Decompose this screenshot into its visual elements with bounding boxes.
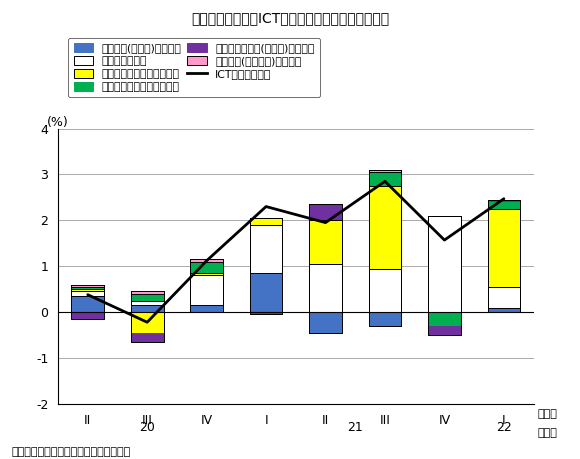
Text: 22: 22	[496, 421, 512, 434]
Bar	[369, 172, 401, 186]
Bar	[488, 287, 520, 308]
Bar	[190, 305, 223, 312]
ICT関連・寄与度	[501, 196, 508, 202]
Bar	[190, 262, 223, 273]
Bar	[131, 333, 164, 342]
Bar	[131, 305, 164, 312]
Bar	[131, 294, 164, 301]
Bar	[71, 285, 104, 287]
Bar	[369, 170, 401, 172]
Bar	[250, 273, 282, 312]
Bar	[71, 289, 104, 291]
Bar	[309, 204, 342, 220]
Text: 20: 20	[139, 421, 155, 434]
Bar	[309, 312, 342, 333]
Bar	[190, 275, 223, 305]
Line: ICT関連・寄与度: ICT関連・寄与度	[88, 181, 504, 322]
Bar	[250, 218, 282, 314]
Bar	[250, 225, 282, 273]
Legend: 電算機類(含部品)・寄与度, 通信機・寄与度, 半導体等電子部品・寄与度, 半導体等製造装置・寄与度, 音響・映像機器(含部品)・寄与度, 記録媒体(含記録済): 電算機類(含部品)・寄与度, 通信機・寄与度, 半導体等電子部品・寄与度, 半導…	[68, 38, 320, 97]
Bar	[71, 296, 104, 312]
ICT関連・寄与度	[144, 319, 151, 325]
ICT関連・寄与度	[382, 179, 389, 184]
Bar	[369, 312, 401, 326]
Bar	[369, 269, 401, 312]
ICT関連・寄与度	[322, 220, 329, 225]
Bar	[428, 326, 461, 335]
Bar	[250, 312, 282, 314]
Bar	[428, 216, 461, 335]
Bar	[309, 204, 342, 333]
ICT関連・寄与度	[84, 292, 91, 297]
ICT関連・寄与度	[263, 204, 270, 209]
Bar	[131, 312, 164, 333]
Bar	[131, 291, 164, 342]
Text: 21: 21	[347, 421, 363, 434]
Bar	[131, 301, 164, 305]
Bar	[309, 264, 342, 312]
Bar	[369, 170, 401, 326]
Bar	[488, 202, 520, 209]
Bar	[190, 259, 223, 262]
Bar	[71, 287, 104, 289]
ICT関連・寄与度	[441, 237, 448, 243]
Bar	[250, 218, 282, 225]
Bar	[488, 200, 520, 202]
Bar	[309, 220, 342, 264]
Text: （期）: （期）	[538, 409, 557, 420]
Bar	[488, 200, 520, 312]
Bar	[428, 312, 461, 326]
Bar	[190, 273, 223, 275]
Bar	[71, 291, 104, 296]
ICT関連・寄与度	[203, 258, 210, 263]
Bar	[488, 209, 520, 287]
Bar	[428, 216, 461, 312]
Text: （出所）財務省「貿易統計」から作成。: （出所）財務省「貿易統計」から作成。	[12, 447, 131, 457]
Bar	[190, 259, 223, 312]
Bar	[369, 186, 401, 269]
Bar	[71, 285, 104, 319]
Text: （年）: （年）	[538, 428, 557, 438]
Bar	[131, 291, 164, 294]
Text: (%): (%)	[47, 116, 69, 129]
Bar	[488, 308, 520, 312]
Bar	[71, 312, 104, 319]
Text: 輸入総額に占めるICT関連輸入（品目別）の寄与度: 輸入総額に占めるICT関連輸入（品目別）の寄与度	[191, 11, 389, 26]
